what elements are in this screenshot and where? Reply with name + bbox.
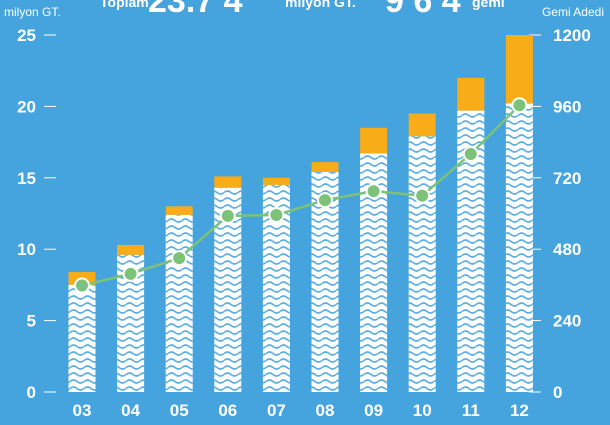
x-tick-label: 10 xyxy=(413,401,432,420)
left-tick-label: 20 xyxy=(17,97,36,116)
ship-count-point xyxy=(365,183,382,200)
ship-count-point xyxy=(171,250,188,267)
x-tick-label: 09 xyxy=(364,401,383,420)
header-ship-label: gemi xyxy=(472,0,505,10)
x-tick-label: 11 xyxy=(462,401,480,420)
axes: 0 5 10 15 20 25 0 240 480 720 960 1200 xyxy=(17,26,591,402)
x-tick-label: 04 xyxy=(121,401,140,420)
x-tick-label: 12 xyxy=(510,401,529,420)
left-tick-label: 10 xyxy=(17,240,36,259)
header-unit-label: milyon GT. xyxy=(285,0,356,10)
bar-top-segment xyxy=(311,162,339,173)
header-total-label: Toplam xyxy=(100,0,149,10)
ship-count-line xyxy=(81,104,521,287)
bars: 03 04 05 06 07 08 09 10 11 12 xyxy=(68,35,533,420)
x-tick-label: 08 xyxy=(316,401,335,420)
ship-count-point xyxy=(414,187,431,204)
bar-top-segment xyxy=(505,35,533,104)
x-tick-label: 06 xyxy=(218,401,237,420)
bar-top-segment xyxy=(214,176,242,188)
bar-top-segment xyxy=(360,127,388,154)
bar-wave-pattern xyxy=(68,284,96,392)
x-tick-label: 05 xyxy=(170,401,189,420)
bar-top-segment xyxy=(165,206,193,215)
bar-top-segment xyxy=(262,177,290,185)
bar-top-segment xyxy=(457,77,485,111)
right-tick-label: 960 xyxy=(553,97,581,116)
bar-top-segment xyxy=(117,244,145,255)
right-axis-unit-label: Gemi Adedi xyxy=(541,5,604,19)
bar-top-segment xyxy=(408,113,436,137)
ship-count-point xyxy=(317,192,333,209)
right-tick-label: 480 xyxy=(553,240,581,259)
line-series xyxy=(74,97,528,294)
bar-wave-pattern xyxy=(165,214,193,392)
right-tick-label: 720 xyxy=(553,169,581,188)
x-tick-label: 03 xyxy=(73,401,92,420)
ship-count-point xyxy=(74,277,90,294)
left-tick-label: 25 xyxy=(17,26,36,45)
header-total-gt-value: 23.7 4 xyxy=(148,0,243,20)
left-tick-label: 5 xyxy=(27,312,36,331)
right-tick-label: 0 xyxy=(553,383,562,402)
ship-count-point xyxy=(122,265,139,282)
right-tick-label: 240 xyxy=(553,312,581,331)
bar-wave-pattern xyxy=(311,172,339,392)
ship-count-point xyxy=(268,206,285,223)
ship-count-point xyxy=(511,97,528,114)
ship-count-point xyxy=(219,207,236,224)
left-axis-unit-label: milyon GT. xyxy=(4,5,61,19)
header-total-ship-value: 9 6 4 xyxy=(385,0,461,20)
x-tick-label: 07 xyxy=(267,401,286,420)
ship-count-point xyxy=(462,146,479,162)
right-tick-label: 1200 xyxy=(553,26,591,45)
left-tick-label: 0 xyxy=(27,383,36,402)
bar-wave-pattern xyxy=(505,103,533,392)
bar-wave-pattern xyxy=(408,136,436,392)
left-tick-label: 15 xyxy=(17,169,36,188)
